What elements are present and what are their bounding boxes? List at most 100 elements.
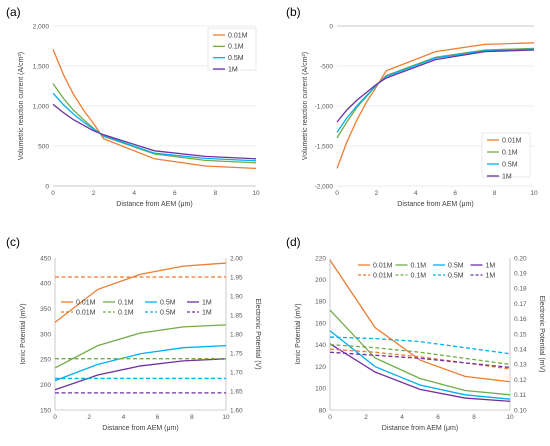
y-tick-label: 150: [40, 407, 51, 414]
y-tick-label: 200: [315, 277, 326, 284]
panel-label: (a): [6, 5, 21, 19]
y-right-tick-label: 1.70: [230, 369, 243, 376]
x-tick-label: 4: [132, 190, 136, 197]
legend-label: 0.5M: [228, 55, 244, 62]
series-line-0.5M: [52, 92, 257, 162]
y-right-tick-label: 0.14: [514, 347, 527, 354]
y-tick-label: 400: [40, 281, 51, 288]
series-line-1M: [54, 358, 227, 391]
y-tick-label: 500: [38, 143, 49, 150]
series-line-0.01M: [52, 48, 257, 170]
x-axis-title: Distance from AEM (μm): [116, 201, 192, 208]
legend-label: 0.01M: [373, 262, 393, 269]
y-tick-label: 140: [315, 342, 326, 349]
x-tick-label: 10: [530, 190, 538, 197]
x-tick-label: 0: [328, 414, 332, 421]
legend-label: 0.1M: [118, 299, 134, 306]
x-tick-label: 10: [506, 414, 514, 421]
x-axis-title: Distance from AEM (μm): [397, 201, 473, 208]
series-line-1M: [329, 343, 511, 402]
y-tick-label: 450: [40, 255, 51, 262]
legend-label: 0.01M: [502, 137, 522, 144]
y-tick-label: -1,000: [315, 103, 334, 110]
x-axis-title: Distance from AEM (μm): [102, 425, 178, 432]
panel-b: (b) -2,000 -1,500 -1,000 -500 0 0 2 4 6 8 10 Distanc…: [286, 5, 538, 208]
y-tick-label: 0: [329, 23, 333, 30]
x-tick-label: 0: [335, 190, 339, 197]
series-line-0.1M: [54, 324, 227, 369]
panel-c: (c) 150 200 250 300 350 400 450 1.60 1.65 1.70 1.75…: [6, 235, 261, 432]
x-tick-label: 8: [214, 190, 218, 197]
panel-label: (c): [6, 235, 20, 249]
y-right-tick-label: 0.16: [514, 316, 527, 323]
x-tick-label: 0: [51, 190, 55, 197]
y-right-axis-title: Electronic Potential (V): [254, 298, 261, 369]
x-tick-label: 4: [400, 414, 404, 421]
legend-label: 0.1M: [118, 309, 134, 316]
y-tick-label: 0: [45, 183, 49, 190]
legend-label: 0.01M: [76, 309, 96, 316]
y-right-tick-label: 0.12: [514, 377, 527, 384]
x-axis-title: Distance from AEM (μm): [382, 425, 458, 432]
y-right-tick-label: 0.18: [514, 286, 527, 293]
series-line-0.5M: [54, 345, 227, 382]
x-tick-label: 4: [122, 414, 126, 421]
legend-label: 1M: [228, 66, 238, 73]
legend-label: 1M: [202, 299, 212, 306]
legend-label: 0.01M: [76, 299, 96, 306]
y-tick-label: 120: [315, 364, 326, 371]
series-line-0.01M: [336, 42, 535, 169]
y-tick-label: -1,500: [315, 143, 334, 150]
x-tick-label: 2: [87, 414, 91, 421]
panel-d: (d)801001201401601802002200.100.110.120.…: [286, 235, 545, 432]
y-tick-label: 300: [40, 331, 51, 338]
legend-label: 1M: [502, 173, 512, 180]
x-tick-label: 6: [173, 190, 177, 197]
series-line-0.5M-dashed: [329, 336, 511, 355]
x-tick-label: 10: [222, 414, 230, 421]
y-tick-label: 160: [315, 320, 326, 327]
legend-label: 0.5M: [160, 309, 176, 316]
y-axis-title: Ionic Potential (mV): [295, 303, 302, 364]
legend-label: 0.01M: [228, 32, 248, 39]
y-axis-title: Volumetric reaction current (A/cm²): [302, 52, 309, 160]
x-tick-label: 4: [414, 190, 418, 197]
x-tick-label: 8: [493, 190, 497, 197]
y-tick-label: 80: [319, 407, 327, 414]
legend: 0.01M 0.1M 0.5M 1M 0.01M 0.1M 0.5M 1M: [61, 299, 212, 316]
legend: 0.01M 0.1M 0.5M 1M: [213, 32, 248, 73]
y-right-tick-label: 0.20: [514, 255, 527, 262]
series-line-0.1M: [52, 83, 257, 164]
y-right-tick-label: 0.17: [514, 301, 527, 308]
y-right-tick-label: 1.65: [230, 388, 243, 395]
x-tick-label: 10: [252, 190, 260, 197]
y-axis-title: Ionic Potential (mV): [20, 303, 27, 364]
y-tick-label: 220: [315, 255, 326, 262]
x-tick-label: 2: [375, 190, 379, 197]
legend-label: 0.1M: [502, 149, 518, 156]
legend-label: 0.1M: [411, 272, 427, 279]
x-tick-label: 8: [190, 414, 194, 421]
y-tick-label: -500: [320, 63, 333, 70]
y-tick-label: -2,000: [315, 183, 334, 190]
x-tick-label: 6: [156, 414, 160, 421]
series-line-1M: [52, 103, 257, 160]
series-line-0.1M: [329, 309, 511, 396]
legend-label: 0.1M: [228, 44, 244, 51]
series-line-0.1M-dashed: [329, 343, 511, 366]
x-tick-label: 6: [453, 190, 457, 197]
y-right-tick-label: 1.85: [230, 312, 243, 319]
x-tick-label: 0: [53, 414, 57, 421]
y-right-axis-title: Electronic Potential (mV): [538, 295, 545, 372]
y-right-tick-label: 1.80: [230, 331, 243, 338]
legend-label: 0.5M: [448, 272, 464, 279]
x-tick-label: 2: [364, 414, 368, 421]
y-right-tick-label: 0.15: [514, 331, 527, 338]
panel-label: (d): [286, 235, 301, 249]
x-tick-label: 2: [92, 190, 96, 197]
y-right-tick-label: 1.95: [230, 274, 243, 281]
y-tick-label: 1,500: [33, 63, 50, 70]
legend: 0.01M 0.1M 0.5M 1M: [487, 137, 522, 180]
y-tick-label: 2,000: [33, 23, 50, 30]
